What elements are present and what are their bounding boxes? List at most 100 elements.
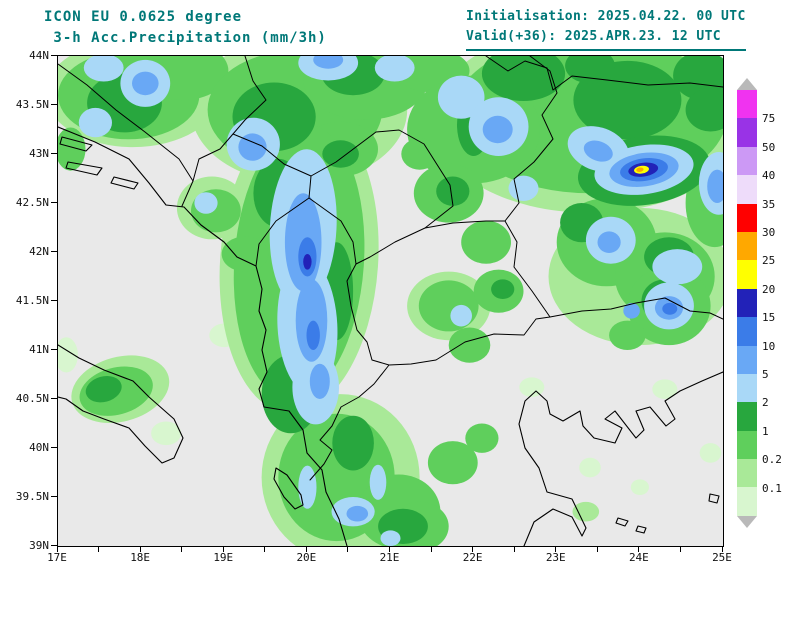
precip-blob bbox=[132, 71, 159, 96]
precip-blob bbox=[685, 88, 723, 132]
header-left: ICON EU 0.0625 degree 3-h Acc.Precipitat… bbox=[44, 7, 327, 49]
lon-tick bbox=[513, 546, 515, 552]
lat-tick bbox=[51, 348, 57, 350]
lat-tick bbox=[51, 250, 57, 252]
precip-blob bbox=[699, 443, 722, 463]
colorbar bbox=[737, 78, 757, 528]
precip-blob bbox=[579, 457, 601, 478]
precip-blob bbox=[369, 464, 387, 500]
lon-tick bbox=[472, 546, 474, 552]
precip-blob bbox=[322, 140, 359, 168]
precip-blob bbox=[436, 176, 470, 206]
lon-tick-label: 22E bbox=[462, 551, 483, 564]
lon-tick bbox=[389, 546, 390, 552]
coastline bbox=[708, 493, 720, 504]
header-right: Initialisation: 2025.04.22. 00 UTC Valid… bbox=[466, 7, 746, 51]
country-border bbox=[232, 133, 312, 267]
lon-tick bbox=[264, 546, 266, 552]
precip-blob bbox=[58, 337, 78, 373]
lon-tick bbox=[721, 546, 723, 552]
precip-blob bbox=[652, 249, 703, 285]
lat-tick-label: 39.5N bbox=[15, 490, 49, 503]
precip-blob bbox=[707, 169, 723, 203]
lon-tick-label: 17E bbox=[47, 551, 67, 564]
lat-tick-label: 41.5N bbox=[15, 294, 49, 307]
coastline bbox=[58, 126, 348, 546]
lon-tick bbox=[347, 546, 349, 552]
precip-blob bbox=[332, 415, 374, 471]
precip-blob bbox=[491, 279, 515, 299]
colorbar-label: 35 bbox=[762, 197, 776, 211]
lat-tick-label: 43N bbox=[29, 147, 49, 160]
coastline bbox=[58, 344, 184, 464]
precip-blob bbox=[519, 377, 545, 398]
precip-field bbox=[58, 56, 723, 546]
colorbar-label: 1 bbox=[762, 424, 769, 438]
lon-tick bbox=[181, 546, 183, 552]
map-frame bbox=[57, 55, 724, 547]
precip-blob bbox=[78, 107, 112, 138]
country-border bbox=[309, 364, 390, 481]
lon-tick-label: 24E bbox=[628, 551, 649, 564]
precip-blob bbox=[461, 220, 511, 264]
lat-tick bbox=[51, 397, 57, 399]
precip-blob bbox=[636, 167, 644, 172]
colorbar-arrow-up bbox=[737, 78, 757, 90]
precip-blob bbox=[380, 530, 401, 546]
precip-blob bbox=[572, 501, 600, 522]
lat-tick bbox=[51, 201, 57, 203]
coastline bbox=[110, 176, 139, 190]
coastline bbox=[273, 467, 304, 510]
lon-tick bbox=[305, 546, 307, 552]
precip-blob bbox=[609, 320, 646, 350]
colorbar-label: 2 bbox=[762, 396, 769, 410]
country-border bbox=[504, 220, 551, 318]
colorbar-band bbox=[737, 317, 757, 346]
precip-blob bbox=[194, 192, 218, 214]
colorbar-band bbox=[737, 430, 757, 460]
precip-blob bbox=[401, 138, 438, 170]
colorbar-band bbox=[737, 175, 757, 204]
precip-blob bbox=[309, 363, 330, 399]
colorbar-band bbox=[737, 90, 757, 119]
precip-blob bbox=[238, 133, 267, 161]
lon-tick bbox=[555, 546, 557, 552]
lat-tick bbox=[51, 299, 57, 301]
colorbar-label: 50 bbox=[762, 140, 776, 154]
precip-blob bbox=[450, 304, 473, 327]
lon-tick-label: 18E bbox=[130, 551, 151, 564]
lon-tick-label: 19E bbox=[213, 551, 234, 564]
precip-blob bbox=[630, 479, 650, 496]
precip-blob bbox=[418, 280, 479, 332]
lon-tick-label: 23E bbox=[545, 551, 566, 564]
lon-tick-label: 20E bbox=[296, 551, 317, 564]
precip-blob bbox=[583, 140, 613, 162]
colorbar-label: 0.2 bbox=[762, 453, 782, 467]
colorbar-label: 30 bbox=[762, 226, 776, 239]
precip-blob bbox=[652, 379, 678, 400]
precip-blob bbox=[508, 175, 539, 201]
country-border bbox=[424, 56, 558, 229]
colorbar-label: 25 bbox=[762, 254, 776, 268]
precip-blob bbox=[374, 56, 415, 82]
lon-tick bbox=[679, 546, 681, 552]
colorbar-label: 40 bbox=[762, 169, 776, 183]
precip-blob bbox=[427, 441, 478, 485]
lat-tick-label: 42.5N bbox=[15, 196, 49, 209]
colorbar-band bbox=[737, 459, 757, 488]
lat-tick-label: 39N bbox=[29, 539, 49, 552]
colorbar-label: 20 bbox=[762, 282, 776, 296]
precipitation-map bbox=[58, 56, 723, 546]
product-title: 3-h Acc.Precipitation (mm/3h) bbox=[44, 30, 327, 46]
coastline bbox=[65, 161, 103, 176]
lon-tick bbox=[430, 546, 432, 552]
precip-blob bbox=[437, 75, 485, 119]
coastline bbox=[518, 371, 723, 546]
valid-text: Valid(+36): 2025.APR.23. 12 UTC bbox=[466, 29, 722, 44]
precip-blob bbox=[597, 231, 621, 253]
colorbar-label: 5 bbox=[762, 368, 769, 381]
colorbar-label: 15 bbox=[762, 311, 776, 325]
country-border bbox=[388, 316, 551, 366]
lon-tick bbox=[139, 546, 141, 552]
